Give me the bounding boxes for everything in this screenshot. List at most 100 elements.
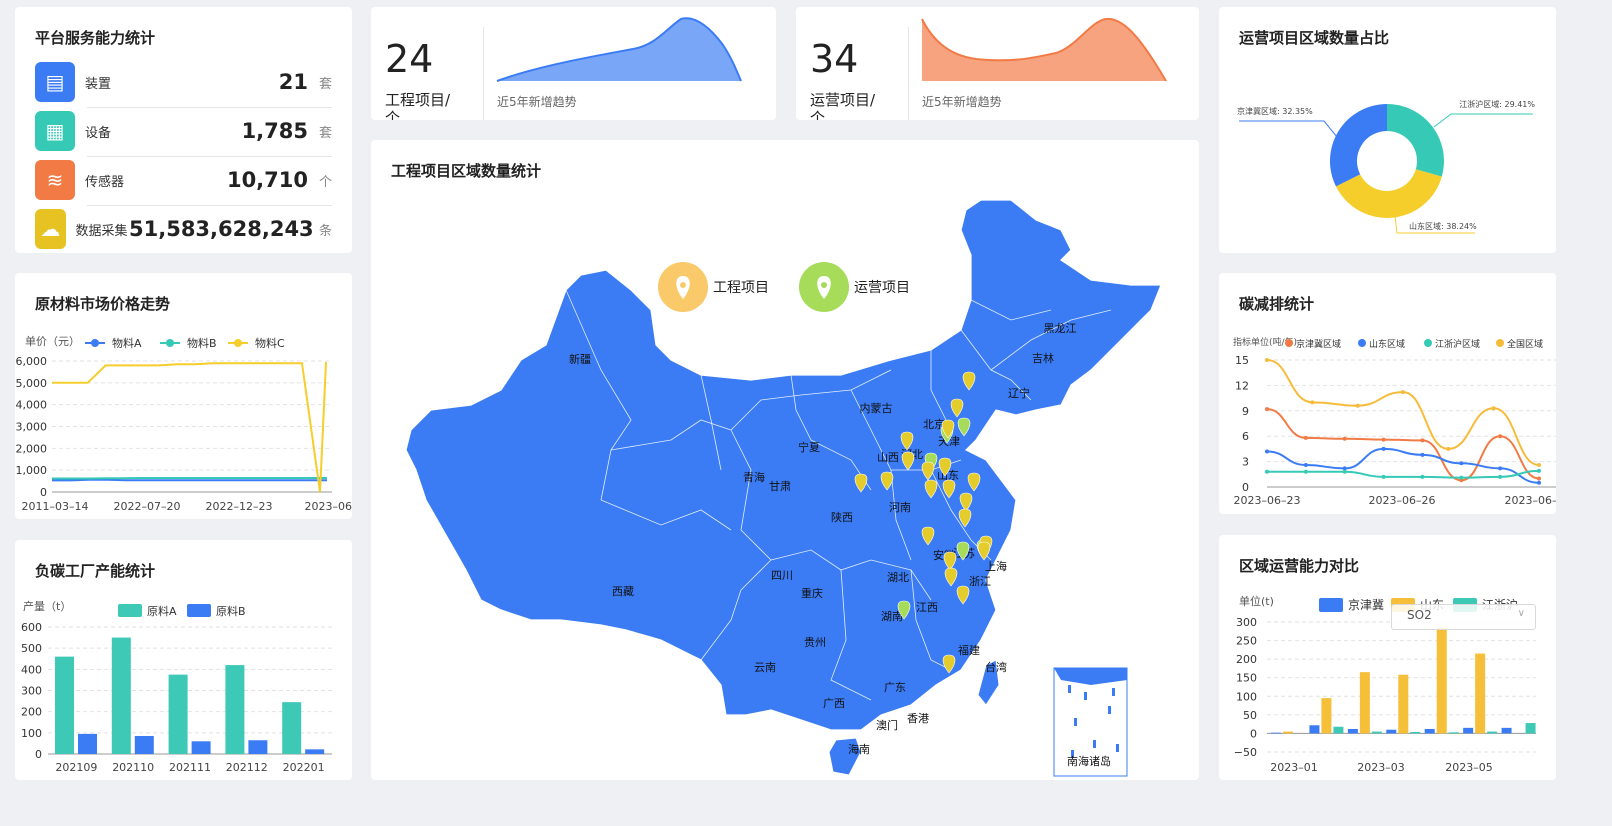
legend-marker <box>1424 339 1432 347</box>
y-tick-label: 150 <box>1236 672 1257 685</box>
data-point <box>1303 435 1308 440</box>
data-point <box>1537 468 1541 473</box>
map-pin-dot <box>680 282 686 288</box>
bar <box>1475 653 1486 734</box>
operation-project-marker <box>957 417 971 437</box>
x-tick-label: 202111 <box>169 761 211 774</box>
y-axis-label: 单价（元） <box>25 335 80 348</box>
data-point <box>1491 406 1496 411</box>
legend-marker <box>1358 339 1366 347</box>
stat-value: 1,785 <box>241 119 308 143</box>
map-card: 工程项目区域数量统计 新疆 西藏 青海 甘肃 内蒙古 宁夏 陕西 四川 重庆 云南 贵州 广西 广东 湖南… <box>371 140 1199 780</box>
series-line <box>1266 447 1540 484</box>
kpi-operation-trend-chart <box>921 17 1167 82</box>
stat-unit: 套 <box>318 125 332 141</box>
hainan-island <box>828 737 862 776</box>
pollutant-select[interactable]: SO2 ∨ <box>1391 604 1536 630</box>
equipment-icon: ▦ <box>35 111 75 151</box>
legend-label: 京津冀区域 <box>1296 338 1341 350</box>
data-point <box>1381 446 1386 451</box>
province-border <box>600 499 732 531</box>
bar <box>1321 698 1332 734</box>
stat-label: 传感器 <box>85 174 125 190</box>
data-point <box>1303 469 1308 474</box>
legend-label: 全国区域 <box>1507 338 1543 350</box>
label-leader-line <box>1433 113 1533 128</box>
kpi-engineering-label: 工程项目/个 <box>385 91 451 120</box>
bar <box>1333 726 1344 734</box>
province-label: 吉林 <box>1032 351 1054 365</box>
engineering-project-marker <box>967 472 981 492</box>
kpi-engineering-caption: 近5年新增趋势 <box>497 95 577 109</box>
inset-label: 南海诸岛 <box>1067 754 1111 768</box>
regional-bar-chart: 单位(t)京津冀山东江浙沪300250200150100500−502023–0… <box>1234 594 1536 774</box>
stat-unit: 条 <box>318 223 332 239</box>
data-point <box>1265 407 1269 412</box>
y-tick-label: 100 <box>1236 690 1257 703</box>
legend-marker <box>166 339 174 347</box>
bar <box>305 749 325 754</box>
stat-value: 10,710 <box>226 168 308 192</box>
province-border <box>700 559 772 661</box>
legend-label: 运营项目 <box>854 280 910 296</box>
bar <box>1309 725 1320 734</box>
kpi-operation-caption: 近5年新增趋势 <box>922 95 1002 109</box>
y-tick-label: 3,000 <box>16 421 48 434</box>
engineering-project-marker <box>924 479 938 499</box>
province-label: 湖北 <box>887 571 909 584</box>
bar <box>1436 627 1447 734</box>
trend-line <box>496 17 742 82</box>
province-border <box>990 309 1112 371</box>
inset-coast <box>1054 668 1127 685</box>
province-label: 云南 <box>754 661 776 674</box>
province-label: 西藏 <box>612 585 634 598</box>
x-tick-label: 202110 <box>112 761 154 774</box>
y-tick-label: 250 <box>1236 635 1257 648</box>
data-point <box>1498 466 1503 471</box>
trend-area <box>497 18 741 81</box>
data-point <box>1498 434 1503 439</box>
province-border <box>830 569 872 701</box>
engineering-project-marker <box>950 398 964 418</box>
bar <box>111 637 131 754</box>
bar <box>1501 727 1512 734</box>
stat-label: 装置 <box>85 76 112 92</box>
carbon-card: 碳减排统计 指标单位(吨/年) 京津冀区域 山东区域 江浙沪区域 全国区域 15 12 9 6 3… <box>1219 273 1556 514</box>
bar <box>191 741 211 754</box>
y-tick-label: 12 <box>1235 379 1249 392</box>
label-leader-line <box>1239 120 1338 138</box>
y-tick-label: 500 <box>21 642 42 655</box>
series-line <box>52 478 327 482</box>
y-tick-label: 200 <box>21 706 42 719</box>
platform-stat-row: ≋ 传感器 10,710 个 <box>35 160 332 200</box>
y-axis-label: 指标单位(吨/年) <box>1233 336 1297 348</box>
y-tick-label: 0 <box>1250 727 1257 740</box>
china-map[interactable]: 新疆西藏青海甘肃内蒙古宁夏陕西四川重庆云南贵州广西广东湖南湖北河南山西河北北京天… <box>371 140 1199 780</box>
engineering-project-marker <box>938 457 952 477</box>
platform-stats-title: 平台服务能力统计 <box>35 29 156 47</box>
y-tick-label: 300 <box>1236 616 1257 629</box>
bar <box>225 665 245 754</box>
data-point <box>1310 400 1315 405</box>
y-axis-label: 产量（t） <box>23 599 71 613</box>
island-mark <box>1116 744 1119 752</box>
pollutant-select-value: SO2 <box>1407 608 1432 622</box>
y-tick-label: 400 <box>21 663 42 676</box>
province-label: 宁夏 <box>798 440 820 454</box>
data-point <box>1355 403 1360 408</box>
bar <box>1271 732 1281 734</box>
map-pin-dot <box>821 282 827 288</box>
y-tick-label: 600 <box>21 621 42 634</box>
y-tick-label: 6,000 <box>16 355 48 368</box>
y-tick-label: 200 <box>1236 653 1257 666</box>
legend-marker <box>1496 339 1504 347</box>
kpi-engineering-trend-chart <box>496 17 742 82</box>
province-label: 陕西 <box>831 510 853 524</box>
data-point <box>1459 475 1464 480</box>
bar <box>248 740 268 754</box>
engineering-project-marker <box>941 419 955 439</box>
engineering-project-marker <box>958 508 972 528</box>
province-label: 台湾 <box>985 660 1007 674</box>
x-tick-label: 2023–01 <box>1270 761 1318 774</box>
legend-label: 物料C <box>255 336 285 350</box>
